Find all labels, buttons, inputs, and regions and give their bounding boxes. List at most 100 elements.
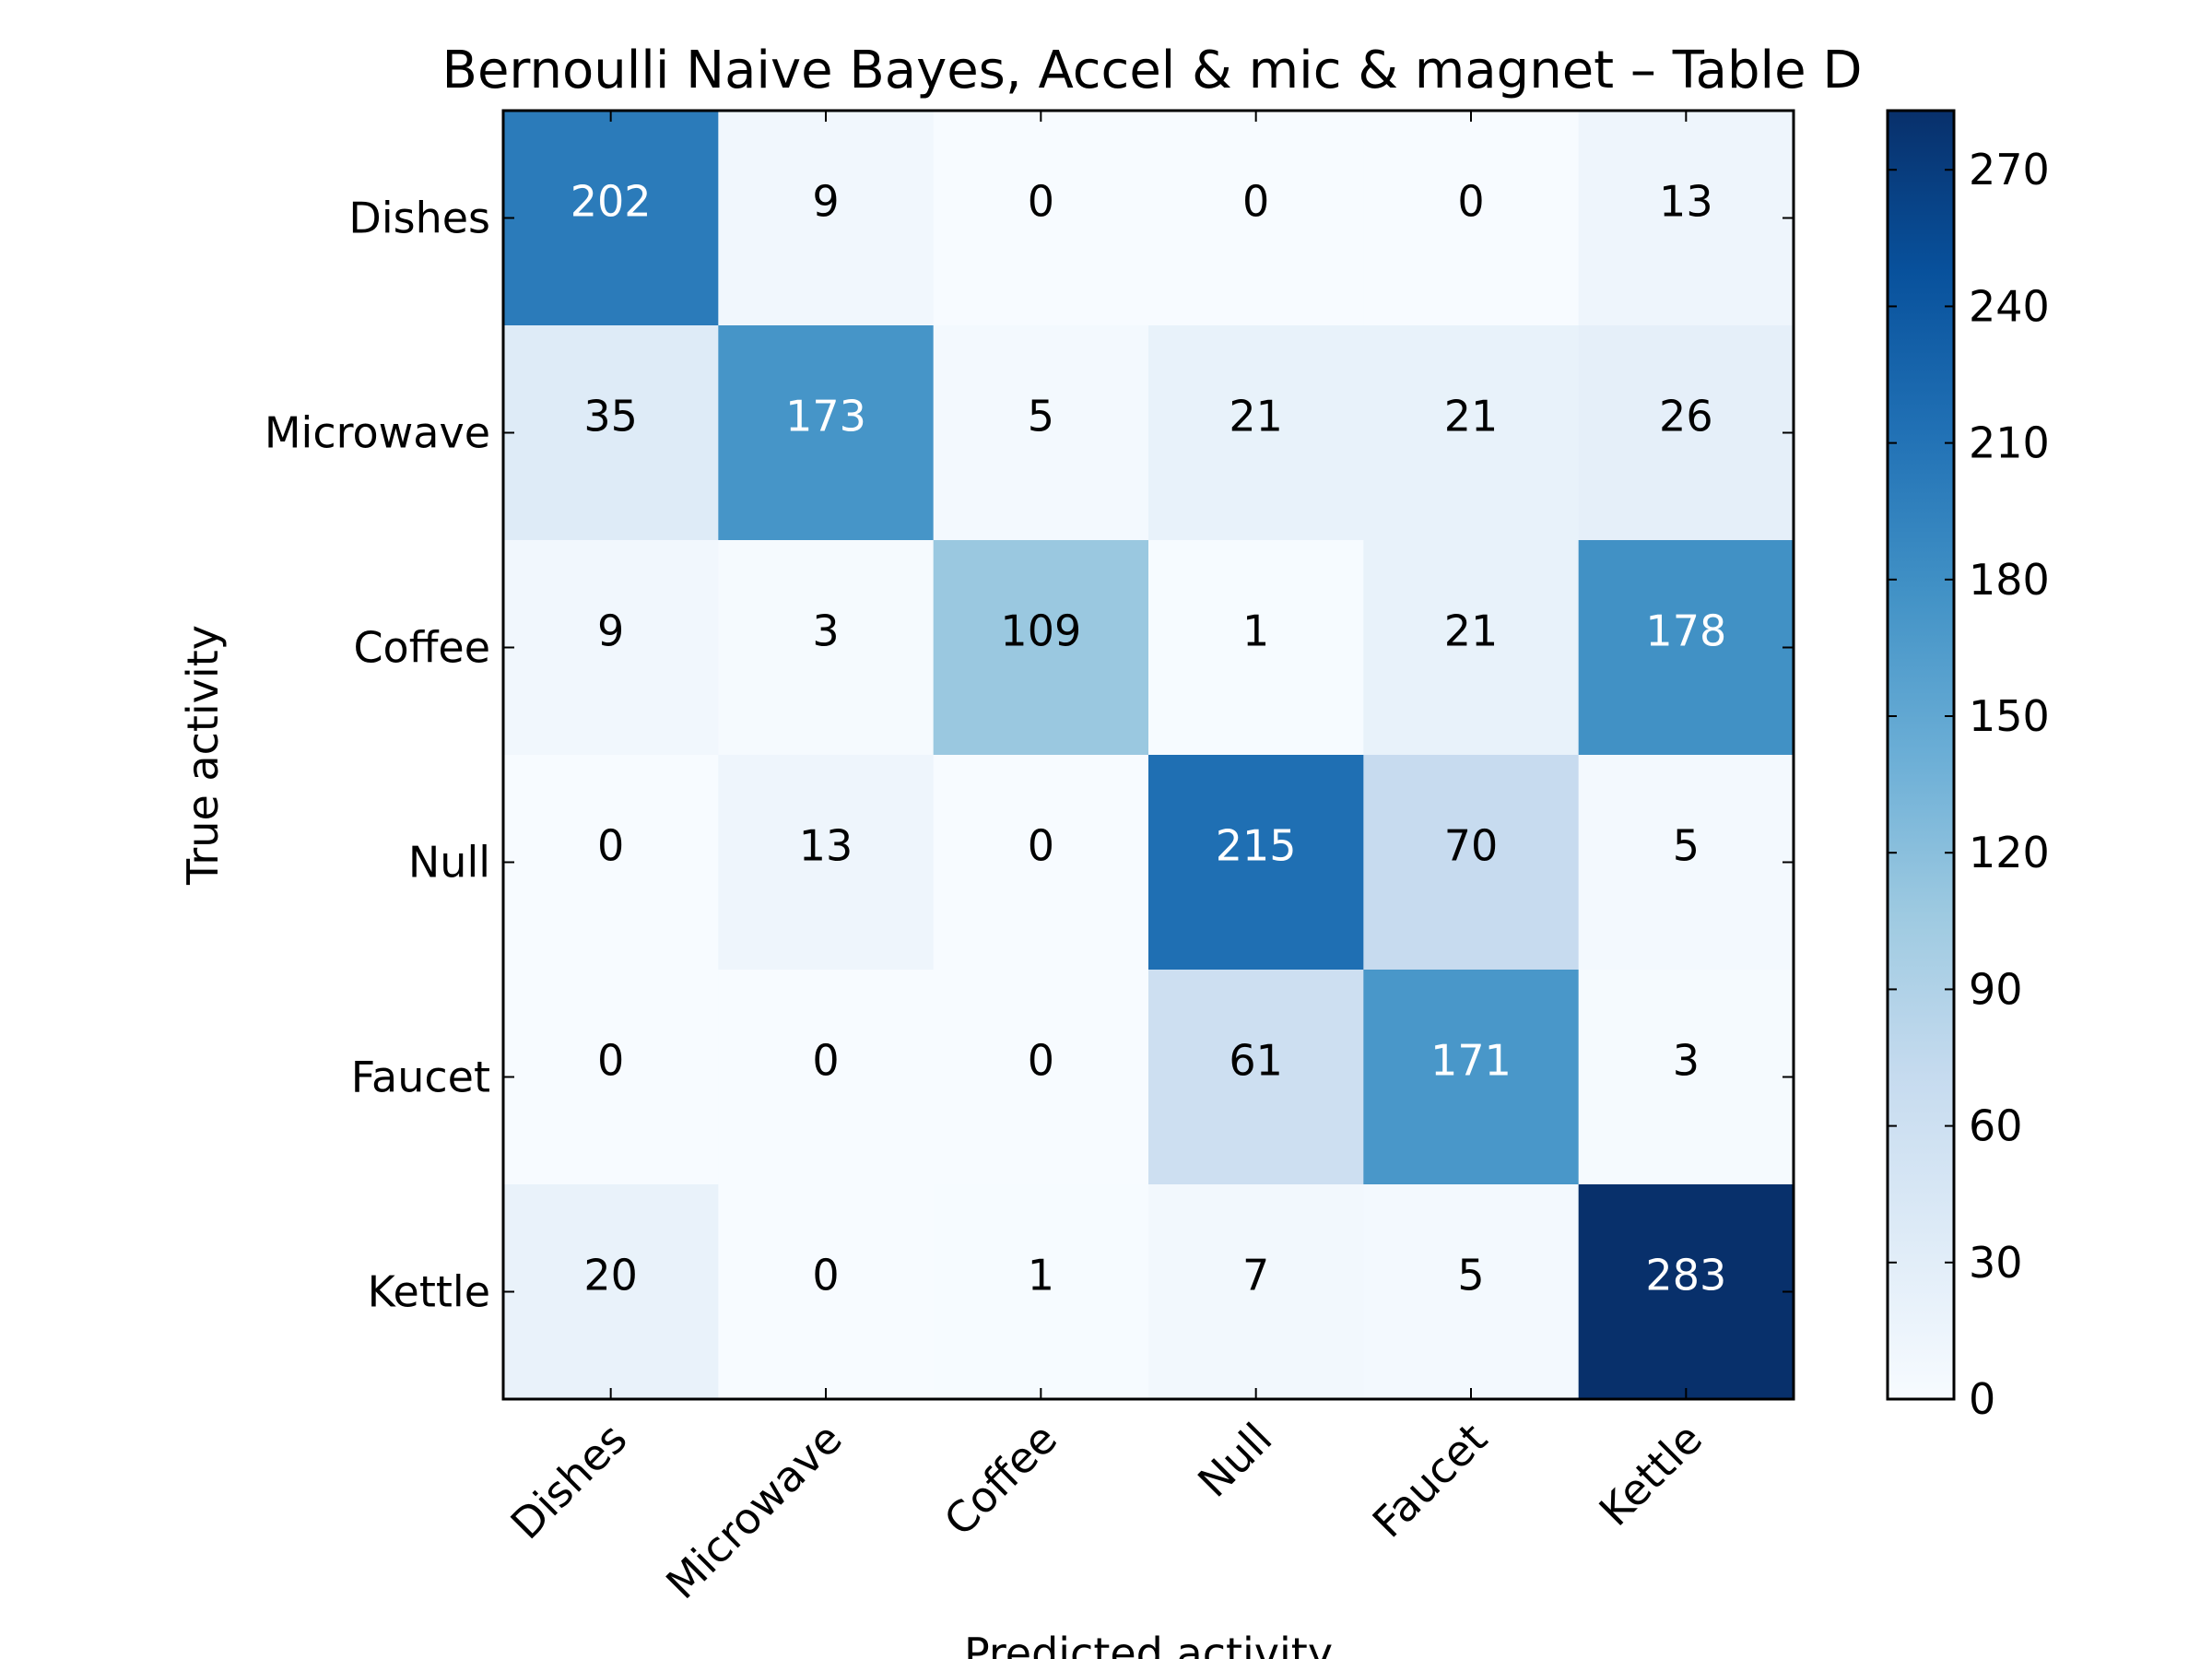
cell-value-label: 171 [1430,1036,1512,1086]
heatmap-cell [718,1184,935,1400]
heatmap-cell [933,325,1149,541]
colorbar-tick-label: 270 [1969,145,2050,194]
cell-value-label: 21 [1444,606,1499,656]
cell-value-label: 178 [1645,606,1726,656]
heatmap-cell [1578,1184,1794,1400]
cell-value-label: 7 [1242,1251,1269,1300]
heatmap-cell [1578,540,1794,756]
cell-value-label: 0 [1028,1036,1054,1086]
heatmap-cell [718,540,935,756]
y-tick-label: Kettle [368,1267,490,1317]
heatmap-cell [933,755,1149,971]
y-tick-label: Microwave [265,408,490,458]
cell-value-label: 13 [799,821,853,871]
heatmap-cell [503,1184,719,1400]
cell-value-label: 1 [1242,606,1269,656]
heatmap-cell [718,111,935,326]
colorbar-tick-label: 0 [1969,1374,1995,1424]
cell-value-label: 0 [597,1036,624,1086]
colorbar-tick-label: 30 [1969,1238,2023,1288]
cell-value-label: 5 [1028,392,1054,441]
y-tick-label: Faucet [351,1053,490,1102]
heatmap-cell [718,325,935,541]
cell-value-label: 173 [785,392,866,441]
colorbar-gradient [1886,109,1956,1401]
x-tick-label: Coffee [935,1414,1066,1546]
colorbar-ticks: 0 30 60 90 120 150 180 210 240 270 [1888,145,2050,1424]
cell-value-label: 20 [583,1251,638,1300]
x-axis-label: Predicted activity [964,1629,1333,1659]
cell-value-label: 3 [1673,1036,1700,1086]
heatmap-cell [1148,1184,1364,1400]
cell-value-label: 0 [1028,821,1054,871]
cell-value-label: 5 [1457,1251,1484,1300]
cell-value-label: 0 [597,821,624,871]
cell-value-label: 13 [1659,177,1713,227]
heatmap-cell [1148,540,1364,756]
heatmap-cell [1363,970,1580,1185]
cell-value-label: 21 [1444,392,1499,441]
heatmap-cell [503,325,719,541]
cell-value-label: 26 [1659,392,1713,441]
cell-value-label: 215 [1216,821,1297,871]
colorbar-tick-label: 60 [1969,1101,2023,1151]
cell-value-label: 35 [583,392,638,441]
heatmap-cell [1578,970,1794,1185]
heatmap-cell [1148,755,1364,971]
cell-value-label: 3 [812,606,839,656]
heatmap-cell [1363,325,1580,541]
colorbar-tick-label: 180 [1969,555,2050,605]
plot-frame [501,109,1795,1401]
cell-value-label: 109 [1000,606,1081,656]
heatmap-cell [933,540,1149,756]
cell-value-label: 0 [812,1036,839,1086]
heatmap-cell [1363,755,1580,971]
x-tick-label: Null [1188,1414,1281,1507]
heatmap-cell [1578,755,1794,971]
cell-value-label: 283 [1645,1251,1726,1300]
cell-value-label: 9 [597,606,624,656]
cell-value-label: 202 [571,177,652,227]
y-tick-label: Null [408,838,490,888]
cell-value-label: 0 [1457,177,1484,227]
y-axis-ticks: Dishes Microwave Coffee Null Faucet Kettle [265,194,1794,1317]
cell-value-label: 0 [812,1251,839,1300]
cell-value-label: 21 [1229,392,1283,441]
colorbar-tick-label: 150 [1969,691,2050,741]
heatmap-cell [1578,325,1794,541]
heatmap-cell [1363,540,1580,756]
cell-value-label: 70 [1444,821,1499,871]
heatmap-cell [1363,1184,1580,1400]
heatmap-cell [503,970,719,1185]
heatmap-cell [718,755,935,971]
cell-value-label: 61 [1229,1036,1283,1086]
heatmap-cell [718,970,935,1185]
heatmap-cells [503,111,1794,1400]
heatmap-cell [1363,111,1580,326]
y-axis-label: True activity [178,625,228,886]
cell-value-label: 1 [1028,1251,1054,1300]
x-tick-label: Kettle [1590,1414,1712,1535]
y-tick-label: Dishes [348,194,490,243]
heatmap-cell [933,1184,1149,1400]
cell-value-label: 0 [1028,177,1054,227]
x-tick-label: Microwave [656,1414,852,1609]
x-tick-label: Dishes [501,1414,637,1549]
heatmap-cell [503,755,719,971]
cell-value-label: 0 [1242,177,1269,227]
x-tick-label: Faucet [1363,1414,1497,1547]
heatmap-cell [1148,111,1364,326]
chart-title: Bernoulli Naive Bayes, Accel & mic & mag… [442,41,1863,100]
colorbar-tick-label: 90 [1969,964,2023,1014]
colorbar-tick-label: 240 [1969,281,2050,331]
colorbar-tick-label: 120 [1969,828,2050,877]
colorbar-tick-label: 210 [1969,418,2050,468]
cell-value-label: 5 [1673,821,1700,871]
heatmap-cell [1148,325,1364,541]
heatmap-cell [503,540,719,756]
heatmap-cell [1148,970,1364,1185]
heatmap-cell [933,111,1149,326]
cell-value-label: 9 [812,177,839,227]
